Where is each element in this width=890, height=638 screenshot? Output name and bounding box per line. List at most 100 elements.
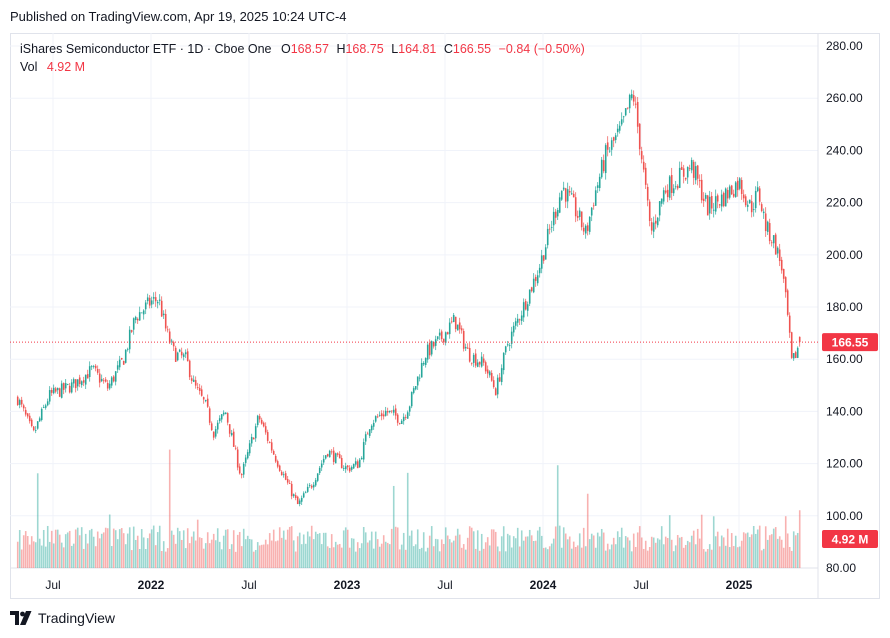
volume-bar — [454, 535, 457, 568]
candle-body — [416, 376, 419, 386]
candle-body — [372, 422, 375, 427]
volume-bar — [540, 535, 543, 568]
candle-body — [122, 360, 125, 365]
candle-body — [602, 160, 605, 172]
volume-bar — [580, 547, 583, 568]
volume-bar — [212, 533, 215, 568]
candle-body — [470, 362, 473, 364]
volume-bar — [508, 535, 511, 568]
candle-body — [260, 419, 263, 424]
candle-body — [380, 413, 383, 417]
candle-body — [112, 376, 115, 382]
volume-bar — [122, 533, 125, 568]
candle-body — [582, 227, 585, 232]
volume-bar — [594, 547, 597, 568]
volume-bar — [406, 472, 409, 568]
volume-bar — [222, 535, 225, 568]
legend-symbol[interactable]: iShares Semiconductor ETF · 1D · Cboe On… — [20, 42, 272, 56]
candle-body — [106, 382, 109, 389]
candle-body — [202, 397, 205, 400]
volume-bar — [362, 526, 365, 568]
candle-body — [608, 150, 611, 152]
volume-bar — [756, 529, 759, 568]
volume-bar — [476, 530, 479, 568]
candle-body — [98, 373, 101, 383]
volume-bar — [530, 535, 533, 568]
candle-body — [730, 185, 733, 195]
volume-bar — [718, 546, 721, 568]
volume-bar — [640, 537, 643, 568]
candle-body — [768, 223, 771, 242]
candle-body — [164, 313, 167, 329]
volume-bar — [466, 537, 469, 568]
candle-body — [398, 423, 401, 424]
volume-bar — [570, 548, 573, 568]
candle-body — [78, 377, 81, 384]
candle-body — [600, 159, 603, 178]
volume-bar — [42, 529, 45, 568]
candle-body — [190, 378, 193, 381]
candle-body — [276, 461, 279, 467]
candle-body — [676, 185, 679, 189]
volume-bar — [440, 539, 443, 568]
volume-bar — [512, 536, 515, 568]
candle-body — [304, 492, 307, 494]
candle-body — [710, 195, 713, 209]
candle-body — [218, 418, 221, 422]
candle-body — [258, 416, 261, 420]
volume-bar — [370, 531, 373, 568]
overlay: 166.55 4.92 M — [10, 333, 878, 548]
candle-body — [454, 316, 457, 330]
candle-body — [282, 474, 285, 476]
candle-body — [46, 401, 49, 406]
volume-bar — [218, 541, 221, 568]
candle-body — [482, 358, 485, 363]
footer-brand[interactable]: TradingView — [10, 610, 115, 626]
candle-body — [210, 423, 213, 431]
candle-body — [220, 414, 223, 420]
candle-body — [394, 408, 397, 416]
candle-body — [666, 189, 669, 198]
volume-bar — [612, 537, 615, 568]
candle-body — [760, 204, 763, 212]
volume-bar — [410, 530, 413, 568]
volume-bar — [158, 525, 161, 568]
candle-body — [126, 348, 129, 350]
volume-bar — [394, 526, 397, 568]
candle-body — [418, 377, 421, 379]
volume-bar — [152, 525, 155, 568]
volume-bar — [408, 535, 411, 568]
candle-body — [500, 368, 503, 383]
volume-bar — [782, 547, 785, 568]
volume-bar — [274, 541, 277, 568]
candle-body — [318, 467, 321, 474]
volume-bar — [418, 548, 421, 568]
volume-bar — [494, 531, 497, 568]
candle-body — [636, 101, 639, 127]
candle-body — [412, 388, 415, 393]
volume-bar — [626, 537, 629, 568]
volume-bar — [628, 540, 631, 568]
volume-bar — [752, 526, 755, 568]
volume-bar — [398, 549, 401, 568]
volume-bar — [490, 529, 493, 568]
volume-bar — [356, 542, 359, 568]
volume-bar — [590, 533, 593, 568]
volume-bar — [276, 540, 279, 568]
volume-bar — [50, 530, 53, 568]
volume-bar — [190, 536, 193, 568]
candle-body — [692, 161, 695, 178]
price-chart[interactable]: 280.00 260.00 240.00 220.00 200.00 180.00 160.… — [10, 33, 880, 599]
volume-bar — [302, 534, 305, 568]
candle-body — [774, 234, 777, 255]
candle-body — [728, 186, 731, 198]
volume-bar — [78, 535, 81, 568]
volume-bar — [272, 529, 275, 568]
candle-body — [672, 188, 675, 194]
candle-body — [782, 268, 785, 279]
volume-bar — [214, 540, 217, 568]
volume-bar — [598, 536, 601, 568]
volume-bar — [568, 536, 571, 568]
candle-body — [430, 341, 433, 355]
volume-bar — [260, 544, 263, 568]
